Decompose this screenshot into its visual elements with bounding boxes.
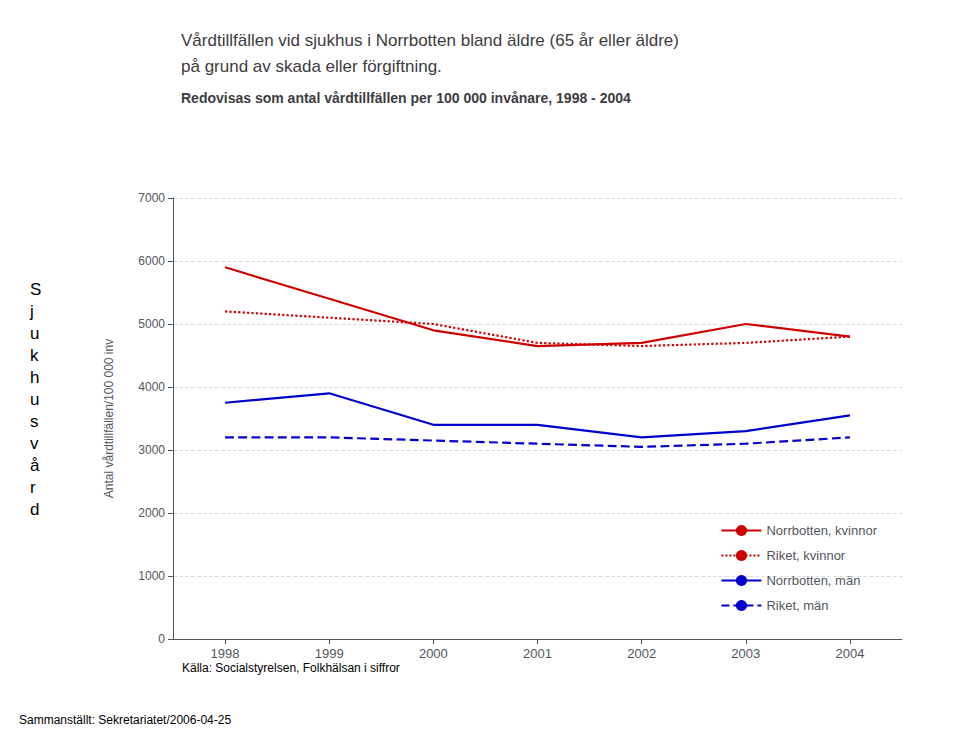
svg-text:4000: 4000	[138, 380, 165, 394]
svg-text:1000: 1000	[138, 569, 165, 583]
svg-text:3000: 3000	[138, 443, 165, 457]
svg-text:Redovisas som antal vårdtillfä: Redovisas som antal vårdtillfällen per 1…	[181, 90, 631, 106]
svg-text:Riket, män: Riket, män	[766, 598, 828, 613]
svg-text:Antal vårdtillfällen/100 000 i: Antal vårdtillfällen/100 000 inv	[102, 339, 116, 498]
svg-text:2000: 2000	[138, 506, 165, 520]
svg-text:1998: 1998	[211, 646, 240, 661]
svg-text:S: S	[30, 280, 41, 299]
svg-text:å: å	[30, 456, 40, 475]
svg-text:Norrbotten, kvinnor: Norrbotten, kvinnor	[766, 523, 877, 538]
svg-text:v: v	[30, 434, 39, 453]
svg-text:0: 0	[158, 632, 165, 646]
svg-text:7000: 7000	[138, 191, 165, 205]
svg-text:2001: 2001	[523, 646, 552, 661]
svg-text:u: u	[30, 324, 39, 343]
svg-text:6000: 6000	[138, 254, 165, 268]
svg-text:på grund av skada eller förgif: på grund av skada eller förgiftning.	[181, 57, 442, 76]
svg-text:k: k	[30, 346, 39, 365]
svg-text:u: u	[30, 390, 39, 409]
svg-text:2002: 2002	[627, 646, 656, 661]
svg-text:Källa: Socialstyrelsen, Folkhä: Källa: Socialstyrelsen, Folkhälsan i sif…	[182, 661, 400, 675]
svg-text:s: s	[30, 412, 39, 431]
svg-text:Vårdtillfällen vid sjukhus i N: Vårdtillfällen vid sjukhus i Norrbotten …	[181, 31, 679, 50]
svg-text:2004: 2004	[835, 646, 864, 661]
svg-text:5000: 5000	[138, 317, 165, 331]
svg-text:Norrbotten, män: Norrbotten, män	[766, 573, 860, 588]
svg-text:d: d	[30, 500, 39, 519]
svg-text:j: j	[29, 302, 34, 321]
svg-text:h: h	[30, 368, 39, 387]
svg-text:Sammanställt: Sekretariatet/20: Sammanställt: Sekretariatet/2006-04-25	[19, 713, 231, 727]
svg-text:r: r	[30, 478, 36, 497]
svg-text:1999: 1999	[315, 646, 344, 661]
svg-text:Riket, kvinnor: Riket, kvinnor	[766, 548, 845, 563]
svg-text:2000: 2000	[419, 646, 448, 661]
svg-text:2003: 2003	[731, 646, 760, 661]
